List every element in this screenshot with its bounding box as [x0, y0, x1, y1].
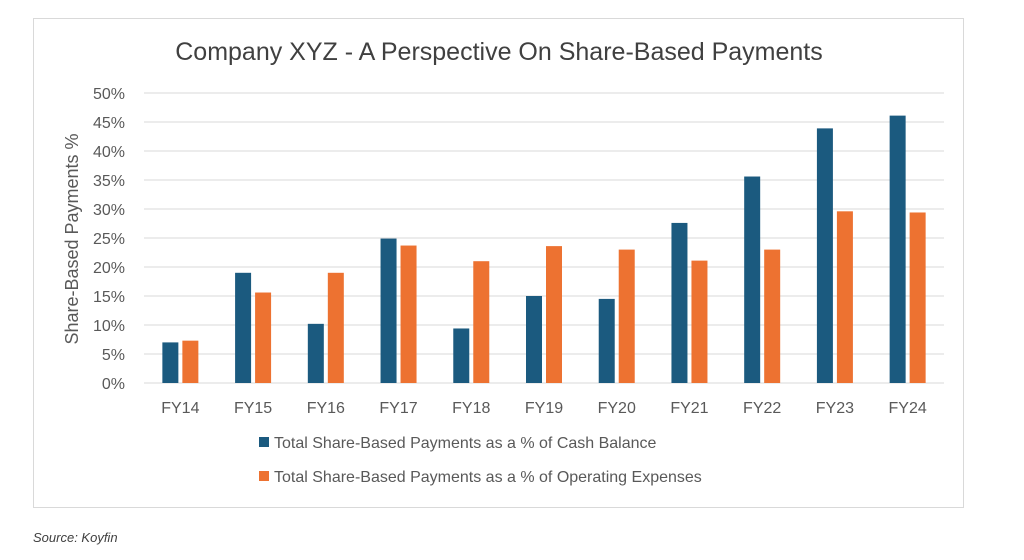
bar-cash-balance [744, 176, 761, 383]
bar-cash-balance [816, 128, 833, 383]
x-tick-label: FY20 [598, 400, 636, 417]
y-tick-label: 20% [93, 260, 125, 277]
bar-cash-balance [598, 298, 615, 383]
bar-cash-balance [307, 323, 324, 383]
y-tick-label: 40% [93, 144, 125, 161]
bars [162, 115, 926, 384]
y-tick-label: 5% [102, 347, 125, 364]
chart-title: Company XYZ - A Perspective On Share-Bas… [175, 38, 823, 66]
x-tick-label: FY21 [670, 400, 708, 417]
bar-cash-balance [671, 222, 688, 383]
y-tick-label: 25% [93, 231, 125, 248]
bar-operating-expenses [182, 340, 199, 383]
y-tick-label: 10% [93, 318, 125, 335]
legend-swatch [259, 437, 269, 447]
y-tick-label: 35% [93, 173, 125, 190]
x-tick-labels: FY14 FY15 FY16 FY17 FY18 FY19 FY20 FY21 FY22 FY23… [161, 400, 927, 417]
bar-cash-balance [380, 238, 397, 383]
bar-operating-expenses [836, 211, 853, 383]
y-tick-label: 45% [93, 115, 125, 132]
legend-label: Total Share-Based Payments as a % of Cas… [274, 435, 657, 452]
x-tick-label: FY19 [525, 400, 563, 417]
bar-cash-balance [162, 342, 179, 383]
legend-swatch [259, 471, 269, 481]
y-axis-label: Share-Based Payments % [62, 133, 82, 344]
x-tick-label: FY23 [816, 400, 854, 417]
bar-chart: Company XYZ - A Perspective On Share-Bas… [62, 38, 944, 486]
y-tick-label: 0% [102, 376, 125, 393]
gridlines [144, 92, 944, 384]
bar-operating-expenses [400, 245, 417, 383]
chart-frame: Company XYZ - A Perspective On Share-Bas… [33, 18, 964, 508]
bar-operating-expenses [327, 272, 344, 383]
source-note: Source: Koyfin [33, 530, 118, 545]
bar-operating-expenses [473, 261, 490, 383]
x-tick-label: FY17 [379, 400, 417, 417]
legend: Total Share-Based Payments as a % of Cas… [259, 435, 702, 486]
y-tick-label: 15% [93, 289, 125, 306]
bar-cash-balance [235, 272, 252, 383]
bar-operating-expenses [618, 249, 635, 383]
y-tick-label: 30% [93, 202, 125, 219]
bar-cash-balance [526, 296, 542, 383]
y-tick-labels: 0% 5% 10% 15% 20% 25% 30% 35% 40% 45% 50% [93, 86, 125, 393]
x-tick-label: FY24 [889, 400, 927, 417]
bar-operating-expenses [255, 292, 272, 383]
bar-operating-expenses [909, 212, 926, 383]
bar-operating-expenses [691, 260, 708, 383]
x-tick-label: FY15 [234, 400, 272, 417]
x-tick-label: FY22 [743, 400, 781, 417]
legend-label: Total Share-Based Payments as a % of Ope… [274, 469, 702, 486]
bar-operating-expenses [546, 246, 562, 383]
x-tick-label: FY18 [452, 400, 490, 417]
x-tick-label: FY16 [307, 400, 345, 417]
y-tick-label: 50% [93, 86, 125, 103]
bar-cash-balance [889, 115, 906, 384]
x-tick-label: FY14 [161, 400, 199, 417]
bar-operating-expenses [764, 249, 781, 383]
bar-cash-balance [453, 328, 470, 383]
